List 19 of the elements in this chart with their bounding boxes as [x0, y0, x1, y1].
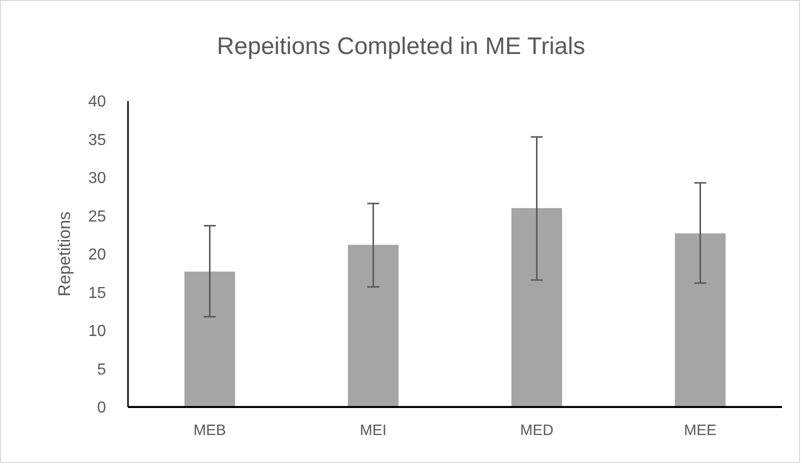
y-tick-label: 40: [88, 94, 106, 111]
y-axis-title: Repetitions: [55, 211, 74, 297]
bar: [184, 272, 236, 407]
x-tick-label: MED: [520, 422, 554, 439]
x-tick-label: MEB: [193, 422, 226, 439]
y-tick-label: 20: [88, 246, 106, 264]
y-tick-label: 25: [88, 208, 106, 226]
y-tick-label: 35: [88, 132, 106, 149]
x-tick-label: MEI: [360, 422, 387, 439]
chart-title: Repeitions Completed in ME Trials: [216, 33, 586, 60]
bar: [348, 244, 399, 407]
bar: [511, 208, 562, 407]
y-tick-label: 5: [97, 361, 106, 378]
bar: [674, 233, 726, 407]
y-tick-label: 0: [97, 400, 106, 417]
y-tick-label: 15: [88, 284, 106, 302]
x-tick-label: MEE: [684, 422, 717, 439]
y-tick-label: 10: [88, 323, 106, 340]
y-tick-label: 30: [88, 170, 106, 188]
